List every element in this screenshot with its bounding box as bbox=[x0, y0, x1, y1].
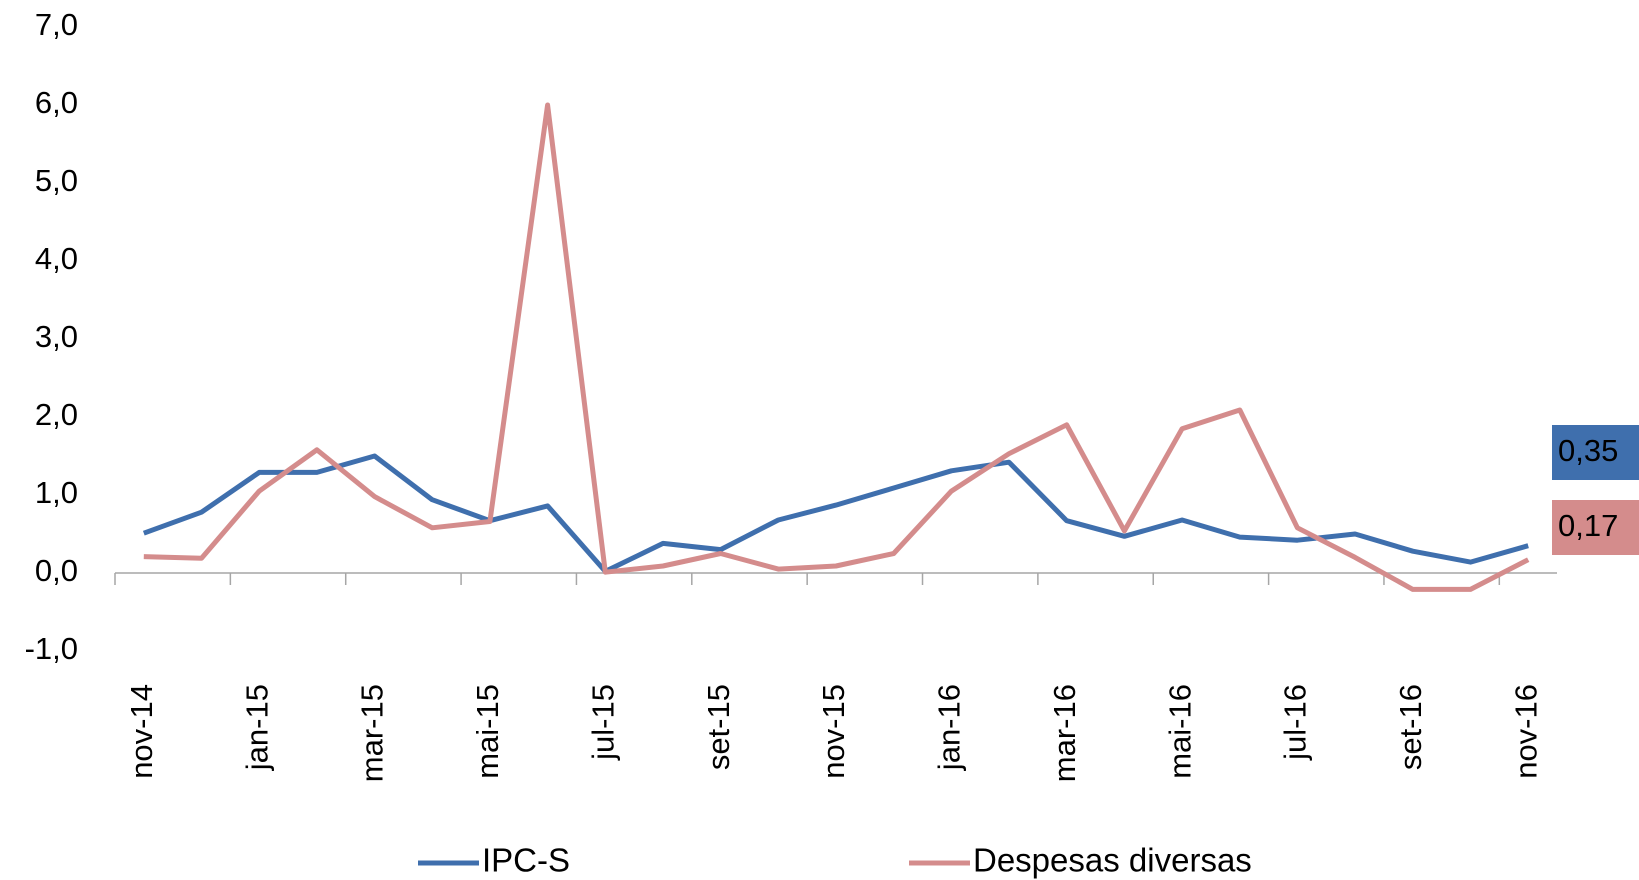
x-tick-label: mai-16 bbox=[1162, 684, 1197, 779]
y-tick-label: 5,0 bbox=[35, 163, 78, 198]
x-tick-label: mar-15 bbox=[355, 684, 390, 782]
x-tick-label: nov-16 bbox=[1508, 684, 1543, 779]
x-tick-label: jan-16 bbox=[932, 684, 967, 771]
value-label: 0,35 bbox=[1558, 433, 1618, 468]
x-tick-label: mai-15 bbox=[470, 684, 505, 779]
x-tick-label: jan-15 bbox=[239, 684, 274, 771]
y-tick-label: 2,0 bbox=[35, 397, 78, 432]
value-label-box bbox=[1552, 500, 1639, 555]
y-tick-label: 7,0 bbox=[35, 7, 78, 42]
x-tick-label: nov-14 bbox=[124, 684, 159, 779]
y-tick-label: 3,0 bbox=[35, 319, 78, 354]
y-tick-label: 0,0 bbox=[35, 553, 78, 588]
x-tick-label: jul-15 bbox=[585, 684, 620, 761]
value-label-box bbox=[1552, 425, 1639, 480]
value-label: 0,17 bbox=[1558, 508, 1618, 543]
y-tick-label: 6,0 bbox=[35, 85, 78, 120]
x-tick-label: set-16 bbox=[1393, 684, 1428, 770]
legend-label: Despesas diversas bbox=[973, 842, 1252, 879]
legend-label: IPC-S bbox=[482, 842, 570, 879]
x-tick-label: set-15 bbox=[701, 684, 736, 770]
x-tick-label: jul-16 bbox=[1278, 684, 1313, 761]
x-tick-label: mar-16 bbox=[1047, 684, 1082, 782]
y-tick-label: 1,0 bbox=[35, 475, 78, 510]
x-tick-label: nov-15 bbox=[816, 684, 851, 779]
y-tick-label: -1,0 bbox=[25, 631, 78, 666]
y-tick-label: 4,0 bbox=[35, 241, 78, 276]
series-line bbox=[142, 453, 1529, 574]
series-line bbox=[143, 102, 1530, 592]
